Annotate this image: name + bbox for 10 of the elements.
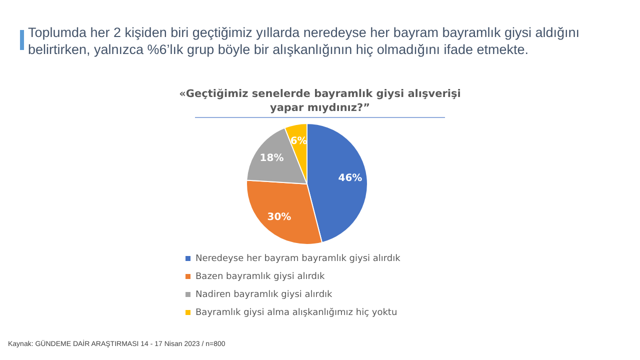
chart-title: Toplumda her 2 kişiden biri geçtiğimiz yıllarda neredeyse her bayram bayramlık giysi aldığını belirtirken, yalnızca %6’lık grup böyle bir alışkanlığının hiç olmadığını ifade etmekte. [28, 24, 581, 58]
data-label: 46% [338, 173, 362, 184]
legend-label: Bazen bayramlık giysi alırdık [196, 272, 326, 282]
legend-label: Bayramlık giysi alma alışkanlığımız hiç yoktu [196, 306, 398, 318]
legend-label: Neredeyse her bayram bayramlık giysi alırdık [196, 254, 402, 264]
data-label: 30% [267, 212, 292, 224]
data-label: 18% [260, 152, 284, 164]
chart-subtitle: «Geçtiğimiz senelerde bayramlık giysi alışverişi yapar mıydınız?” [178, 87, 462, 115]
data-label: 6% [290, 136, 308, 147]
legend-label: Nadiren bayramlık giysi alırdık [196, 290, 334, 300]
